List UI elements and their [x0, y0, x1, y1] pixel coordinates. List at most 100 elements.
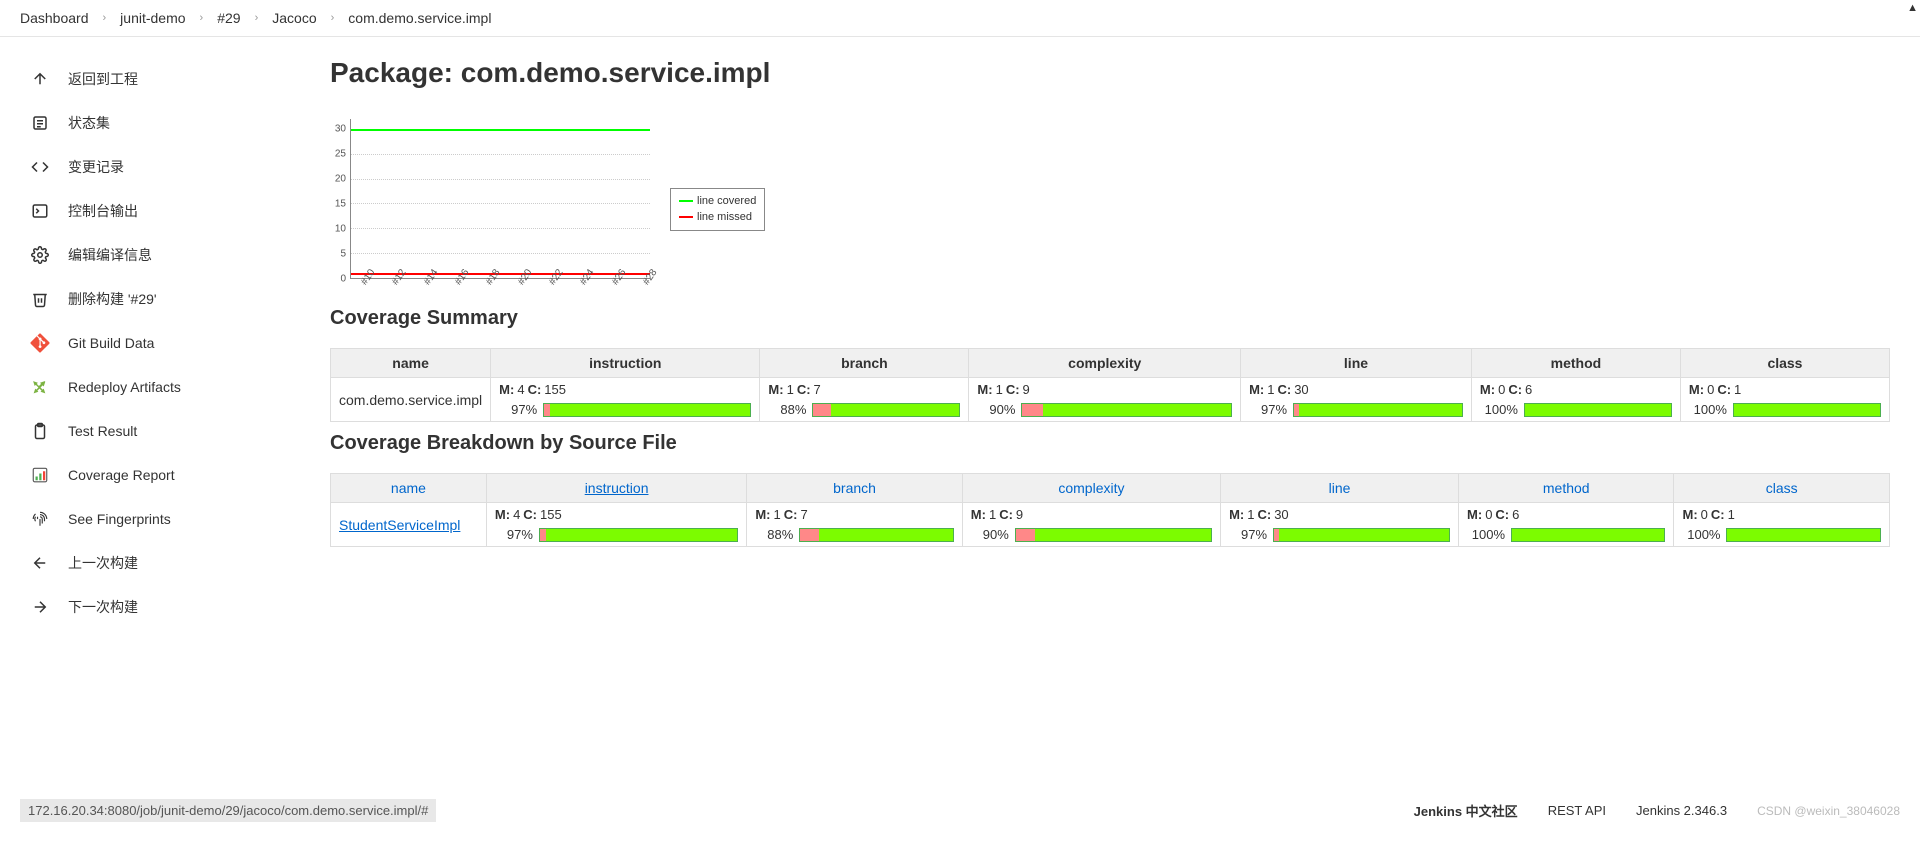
- arrow-right-icon: [30, 597, 50, 617]
- sidebar-item-label: 返回到工程: [68, 69, 138, 89]
- sidebar-item-gear[interactable]: 编辑编译信息: [0, 233, 330, 277]
- breadcrumb-separator: ›: [200, 12, 204, 24]
- breakdown-table: nameinstructionbranchcomplexitylinemetho…: [330, 473, 1890, 547]
- legend-swatch: [679, 216, 693, 218]
- list-icon: [30, 113, 50, 133]
- breakdown-body: StudentServiceImplM: 4 C: 15597%M: 1 C: …: [331, 503, 1890, 547]
- sidebar-item-arrow-left[interactable]: 上一次构建: [0, 541, 330, 585]
- trash-icon: [30, 289, 50, 309]
- sidebar-item-fingerprint[interactable]: See Fingerprints: [0, 497, 330, 541]
- column-header-branch: branch: [760, 349, 969, 378]
- coverage-bar: [1726, 528, 1881, 542]
- coverage-bar: [799, 528, 953, 542]
- metric-cell: M: 4 C: 15597%: [491, 378, 760, 422]
- breadcrumb-item[interactable]: com.demo.service.impl: [348, 10, 491, 26]
- metric-cell: M: 1 C: 3097%: [1221, 503, 1459, 547]
- metric-cell: M: 0 C: 1100%: [1674, 503, 1890, 547]
- column-header-method[interactable]: method: [1459, 474, 1674, 503]
- column-header-method: method: [1471, 349, 1680, 378]
- footer-link[interactable]: Jenkins 2.346.3: [1636, 803, 1727, 818]
- breadcrumb-separator: ›: [103, 12, 107, 24]
- coverage-bar: [1015, 528, 1212, 542]
- sidebar-item-label: Coverage Report: [68, 467, 175, 483]
- sidebar-item-coverage[interactable]: Coverage Report: [0, 453, 330, 497]
- gear-icon: [30, 245, 50, 265]
- sidebar-item-arrow-up[interactable]: 返回到工程: [0, 57, 330, 101]
- sidebar-item-label: See Fingerprints: [68, 511, 171, 527]
- breakdown-header-row: nameinstructionbranchcomplexitylinemetho…: [331, 474, 1890, 503]
- sidebar-item-terminal[interactable]: 控制台输出: [0, 189, 330, 233]
- coverage-bar: [812, 403, 960, 417]
- breadcrumb-separator: ›: [331, 12, 335, 24]
- column-header-complexity[interactable]: complexity: [962, 474, 1220, 503]
- footer-link[interactable]: REST API: [1548, 803, 1606, 818]
- column-header-line: line: [1241, 349, 1472, 378]
- chart-legend: line coveredline missed: [670, 188, 765, 231]
- y-tick: 5: [340, 249, 346, 260]
- sidebar: 返回到工程状态集变更记录控制台输出编辑编译信息删除构建 '#29' Git Bui…: [0, 37, 330, 791]
- breadcrumb-item[interactable]: #29: [217, 10, 240, 26]
- main-content: Package: com.demo.service.impl 051015202…: [330, 37, 1920, 791]
- sidebar-item-redeploy[interactable]: Redeploy Artifacts: [0, 365, 330, 409]
- gridline: [351, 203, 650, 204]
- metric-cell: M: 1 C: 3097%: [1241, 378, 1472, 422]
- page-title: Package: com.demo.service.impl: [330, 57, 1890, 89]
- sidebar-item-arrow-right[interactable]: 下一次构建: [0, 585, 330, 629]
- column-header-class[interactable]: class: [1674, 474, 1890, 503]
- gridline: [351, 253, 650, 254]
- breakdown-row: StudentServiceImplM: 4 C: 15597%M: 1 C: …: [331, 503, 1890, 547]
- legend-item: line covered: [679, 193, 756, 210]
- sidebar-item-git[interactable]: Git Build Data: [0, 321, 330, 365]
- source-file-link[interactable]: StudentServiceImpl: [339, 517, 460, 533]
- sidebar-item-clipboard[interactable]: Test Result: [0, 409, 330, 453]
- summary-table: nameinstructionbranchcomplexitylinemetho…: [330, 348, 1890, 422]
- code-icon: [30, 157, 50, 177]
- legend-label: line missed: [697, 209, 752, 226]
- metric-cell: M: 1 C: 990%: [969, 378, 1241, 422]
- breadcrumb-item[interactable]: junit-demo: [120, 10, 185, 26]
- y-tick: 10: [335, 224, 346, 235]
- chart-x-axis: #10#12#14#16#18#20#22#24#26#28: [350, 279, 650, 299]
- y-tick: 25: [335, 149, 346, 160]
- column-header-name[interactable]: name: [331, 474, 487, 503]
- arrow-up-icon: [30, 69, 50, 89]
- breadcrumb-item[interactable]: Jacoco: [272, 10, 316, 26]
- arrow-left-icon: [30, 553, 50, 573]
- sidebar-item-code[interactable]: 变更记录: [0, 145, 330, 189]
- footer-links: Jenkins 中文社区 REST API Jenkins 2.346.3 CSDN …: [1414, 801, 1900, 820]
- chart-series-line: [351, 129, 650, 131]
- scroll-top-icon[interactable]: ▲: [1907, 2, 1918, 14]
- sidebar-item-list[interactable]: 状态集: [0, 101, 330, 145]
- sidebar-item-label: 删除构建 '#29': [68, 289, 157, 309]
- coverage-chart: 051015202530 #10#12#14#16#18#20#22#24#26…: [330, 119, 1890, 299]
- summary-title: Coverage Summary: [330, 307, 1890, 330]
- gridline: [351, 179, 650, 180]
- coverage-bar: [1524, 403, 1672, 417]
- breakdown-title: Coverage Breakdown by Source File: [330, 432, 1890, 455]
- summary-header-row: nameinstructionbranchcomplexitylinemetho…: [331, 349, 1890, 378]
- watermark: CSDN @weixin_38046028: [1757, 804, 1900, 818]
- sidebar-item-label: 控制台输出: [68, 201, 138, 221]
- column-header-line[interactable]: line: [1221, 474, 1459, 503]
- footer-link[interactable]: Jenkins 中文社区: [1414, 801, 1518, 820]
- sidebar-item-label: 编辑编译信息: [68, 245, 152, 265]
- metric-cell: M: 0 C: 6100%: [1471, 378, 1680, 422]
- sidebar-item-trash[interactable]: 删除构建 '#29': [0, 277, 330, 321]
- metric-cell: M: 0 C: 1100%: [1680, 378, 1889, 422]
- sidebar-item-label: Redeploy Artifacts: [68, 379, 181, 395]
- gridline: [351, 154, 650, 155]
- summary-data-row: com.demo.service.implM: 4 C: 15597% M: 1 …: [331, 378, 1890, 422]
- breadcrumb-item[interactable]: Dashboard: [20, 10, 89, 26]
- sidebar-item-label: Git Build Data: [68, 335, 154, 351]
- metric-cell: M: 1 C: 788%: [747, 503, 962, 547]
- row-name: com.demo.service.impl: [331, 378, 491, 422]
- y-tick: 0: [340, 274, 346, 285]
- column-header-class: class: [1680, 349, 1889, 378]
- y-tick: 30: [335, 124, 346, 135]
- column-header-name: name: [331, 349, 491, 378]
- chart-plot: [350, 119, 650, 279]
- coverage-bar: [1021, 403, 1232, 417]
- column-header-instruction[interactable]: instruction: [486, 474, 746, 503]
- column-header-branch[interactable]: branch: [747, 474, 962, 503]
- sidebar-item-label: 下一次构建: [68, 597, 138, 617]
